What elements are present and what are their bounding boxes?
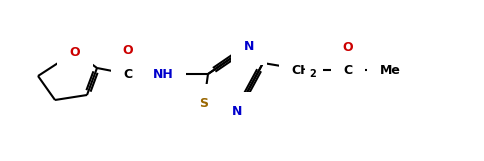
Text: NH: NH: [152, 67, 173, 80]
Text: CH: CH: [291, 63, 310, 76]
Text: 2: 2: [309, 69, 316, 79]
Text: C: C: [123, 67, 132, 80]
Text: O: O: [70, 46, 80, 58]
Text: N: N: [243, 39, 254, 52]
Text: C: C: [343, 63, 352, 76]
Text: N: N: [231, 104, 242, 118]
Text: S: S: [199, 96, 208, 109]
Text: O: O: [342, 41, 352, 53]
Text: O: O: [122, 43, 133, 57]
Text: Me: Me: [379, 63, 400, 76]
